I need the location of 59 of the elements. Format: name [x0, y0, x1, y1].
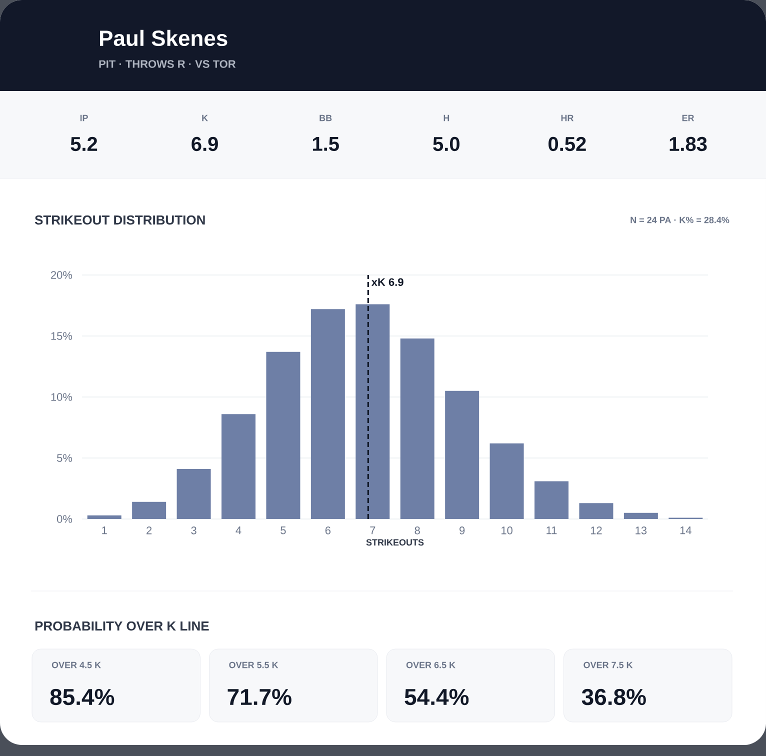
data-label: 0.52	[548, 136, 586, 152]
data-label: 1.83	[670, 136, 707, 152]
x-tick-label: 7	[370, 526, 376, 534]
x-tick-label: 1	[102, 526, 107, 534]
bar	[490, 443, 524, 520]
x-axis-title: STRIKEOUTS	[366, 539, 424, 546]
category-label: BB	[320, 114, 332, 122]
category-label: HR	[561, 114, 574, 122]
y-tick-label: 10%	[51, 393, 72, 401]
data-label: 5.2	[70, 136, 98, 152]
chart-subtitle: N = 24 PA · K% = 28.4%	[630, 216, 730, 224]
data-label: 36.8%	[582, 688, 646, 706]
category-label: ER	[682, 114, 694, 122]
category-label: OVER 7.5 K	[584, 662, 633, 668]
chart-title: STRIKEOUT DISTRIBUTION	[34, 215, 205, 225]
bar	[624, 512, 658, 520]
bar	[176, 468, 211, 520]
x-tick-label: 4	[236, 526, 242, 534]
x-tick-label: 3	[191, 526, 196, 534]
category-label: OVER 4.5 K	[52, 662, 101, 668]
bar	[534, 481, 569, 520]
x-tick-label: 10	[502, 526, 512, 534]
x-tick-label: 6	[325, 526, 331, 534]
data-label: 5.0	[433, 136, 460, 152]
bar	[132, 502, 166, 520]
bar	[445, 390, 480, 520]
bar	[356, 304, 390, 520]
x-tick-label: 14	[680, 526, 692, 534]
category-label: K	[202, 114, 208, 122]
category-label: H	[444, 114, 450, 122]
category-label: OVER 6.5 K	[406, 662, 456, 668]
data-label: 54.4%	[404, 688, 469, 706]
x-tick-label: 9	[460, 526, 465, 534]
bar	[266, 352, 300, 520]
data-label: 85.4%	[50, 688, 114, 706]
text: Paul Skenes	[100, 30, 228, 46]
bar	[400, 338, 434, 520]
x-tick-label: 8	[414, 526, 420, 534]
bar	[222, 414, 256, 520]
text: PIT · THROWS R · VS TOR	[99, 60, 236, 68]
bar	[87, 515, 122, 520]
text: PROBABILITY OVER K LINE	[35, 621, 209, 631]
x-tick-label: 5	[280, 526, 286, 534]
data-label: 6.9	[192, 136, 218, 152]
category-label: IP	[80, 114, 88, 122]
data-label: 1.5	[312, 137, 339, 151]
bar	[579, 503, 614, 520]
y-tick-label: 15%	[51, 332, 72, 340]
data-label: 71.7%	[228, 688, 292, 706]
y-tick-label: 0%	[56, 515, 72, 523]
y-tick-label: 20%	[51, 271, 72, 279]
x-tick-label: 12	[590, 526, 602, 534]
bar	[310, 309, 345, 520]
x-tick-label: 2	[146, 526, 152, 534]
category-label: OVER 5.5 K	[229, 662, 278, 668]
ref-line-label: xK 6.9	[371, 278, 404, 286]
x-tick-label: 13	[636, 526, 647, 534]
x-tick-label: 11	[546, 526, 557, 534]
y-tick-label: 5%	[57, 454, 72, 462]
